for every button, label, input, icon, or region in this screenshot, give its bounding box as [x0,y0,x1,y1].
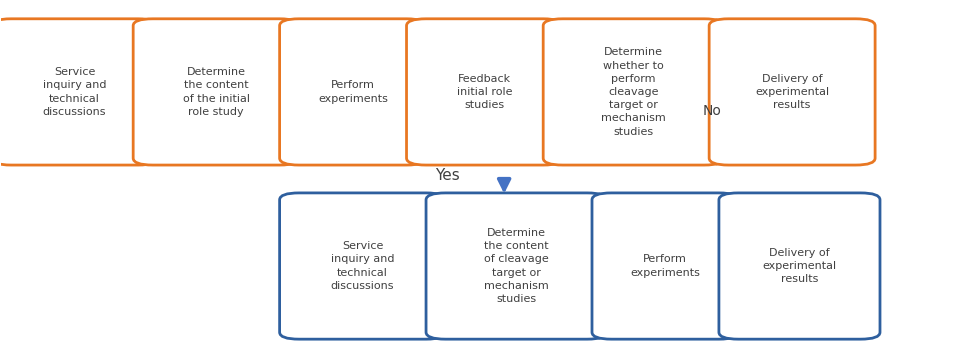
Text: Delivery of
experimental
results: Delivery of experimental results [754,74,828,110]
FancyBboxPatch shape [406,19,562,165]
FancyBboxPatch shape [592,193,737,339]
FancyBboxPatch shape [708,19,874,165]
FancyBboxPatch shape [280,19,425,165]
Text: Perform
experiments: Perform experiments [318,80,387,104]
Text: Determine
the content
of cleavage
target or
mechanism
studies: Determine the content of cleavage target… [483,228,548,304]
Text: Delivery of
experimental
results: Delivery of experimental results [762,248,835,284]
Text: Perform
experiments: Perform experiments [630,254,699,278]
Text: Yes: Yes [435,168,460,183]
FancyBboxPatch shape [133,19,299,165]
Text: No: No [702,104,721,118]
Text: Service
inquiry and
technical
discussions: Service inquiry and technical discussion… [43,67,107,117]
FancyBboxPatch shape [0,19,157,165]
FancyBboxPatch shape [425,193,606,339]
FancyBboxPatch shape [280,193,445,339]
Text: Determine
the content
of the initial
role study: Determine the content of the initial rol… [183,67,249,117]
FancyBboxPatch shape [718,193,879,339]
Text: Feedback
initial role
studies: Feedback initial role studies [457,74,511,110]
Text: Determine
whether to
perform
cleavage
target or
mechanism
studies: Determine whether to perform cleavage ta… [600,47,665,137]
FancyBboxPatch shape [543,19,723,165]
Text: Service
inquiry and
technical
discussions: Service inquiry and technical discussion… [331,241,394,291]
